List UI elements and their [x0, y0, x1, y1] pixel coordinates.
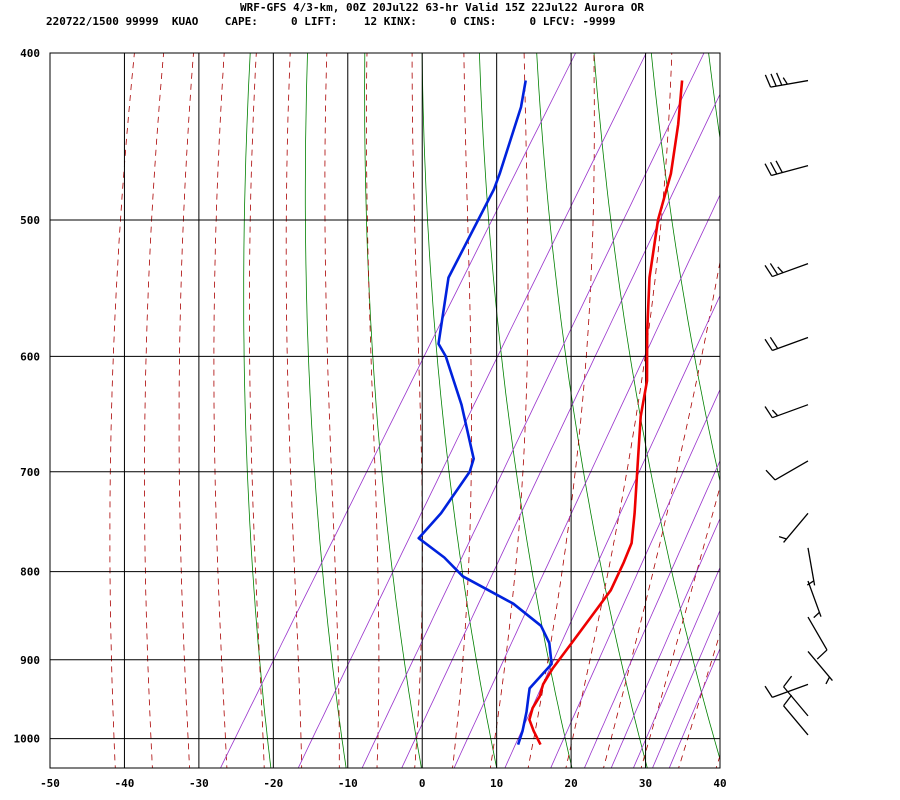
- y-tick-label: 700: [20, 466, 40, 479]
- dry-adiabat: [817, 15, 900, 783]
- wind-barbs: [764, 72, 833, 736]
- background-lines: [109, 15, 900, 783]
- moist-adiabat: [565, 53, 673, 768]
- moist-adiabat: [452, 53, 472, 768]
- moist-adiabat: [213, 53, 228, 768]
- x-tick-label: 20: [564, 777, 577, 790]
- dry-adiabat: [593, 53, 720, 761]
- x-tick-label: -40: [115, 777, 135, 790]
- tick-labels: -50 -40 -30 -20 -10 0 10 20 30 40 400 500 600 700 800 9…: [14, 47, 727, 790]
- mixing-ratio-line: [632, 566, 720, 768]
- dry-adiabat: [874, 15, 900, 783]
- wind-barb: [807, 616, 828, 660]
- mixing-ratio-line: [361, 53, 705, 768]
- y-tick-label: 400: [20, 47, 40, 60]
- wind-barb: [778, 512, 809, 543]
- mixing-ratio-line: [583, 459, 720, 768]
- wind-barb: [783, 675, 809, 717]
- wind-barb: [806, 547, 816, 586]
- mixing-ratio-line: [652, 609, 720, 768]
- temperature-profile: [528, 80, 684, 746]
- dry-adiabat: [650, 53, 720, 483]
- station-stats: 220722/1500 99999 KUAO CAPE: 0 LIFT: 12 …: [46, 15, 616, 28]
- dry-adiabat: [478, 53, 573, 768]
- moist-adiabat: [178, 53, 194, 768]
- mixing-ratio-line: [550, 388, 720, 768]
- dry-adiabat: [304, 53, 347, 768]
- wind-barb: [807, 580, 822, 619]
- wind-barb: [783, 694, 809, 736]
- chart-title: WRF-GFS 4/3-km, 00Z 20Jul22 63-hr Valid …: [240, 1, 644, 14]
- wind-barb: [764, 262, 809, 278]
- moist-adiabat: [366, 53, 380, 768]
- moist-adiabat: [248, 53, 265, 768]
- x-tick-label: 30: [639, 777, 652, 790]
- x-tick-label: 0: [419, 777, 426, 790]
- x-tick-label: -10: [338, 777, 358, 790]
- y-tick-label: 1000: [14, 733, 41, 746]
- grid-lines: [50, 53, 721, 768]
- dry-adiabat: [364, 53, 422, 768]
- dry-adiabat: [536, 53, 648, 768]
- moist-adiabat: [489, 53, 529, 768]
- dry-adiabat: [243, 53, 272, 768]
- moist-adiabat: [324, 53, 340, 768]
- plot-frame: [49, 52, 721, 769]
- x-tick-label: -50: [40, 777, 60, 790]
- x-tick-label: 10: [490, 777, 503, 790]
- moist-adiabat: [109, 53, 135, 768]
- mixing-ratio-line: [401, 93, 720, 768]
- y-tick-label: 600: [20, 350, 40, 363]
- y-tick-label: 900: [20, 654, 40, 667]
- wind-barb: [807, 651, 833, 685]
- x-tick-label: -30: [189, 777, 209, 790]
- wind-barb: [764, 404, 809, 419]
- wind-barb: [765, 460, 809, 481]
- mixing-ratio-line: [453, 193, 720, 768]
- x-tick-label: -20: [263, 777, 283, 790]
- profile-series: [417, 80, 684, 746]
- mixing-ratio-line: [504, 294, 720, 768]
- moist-adiabat: [603, 259, 720, 768]
- mixing-ratio-line: [668, 647, 720, 768]
- wind-barb: [764, 336, 809, 352]
- wind-barb: [764, 683, 809, 698]
- mixing-ratio-line: [610, 517, 720, 768]
- mixing-ratio-line: [297, 53, 647, 768]
- y-tick-label: 500: [20, 214, 40, 227]
- moist-adiabat: [285, 53, 303, 768]
- moist-adiabat: [678, 632, 720, 768]
- wind-barb: [764, 160, 809, 177]
- moist-adiabat: [411, 53, 423, 768]
- y-tick-label: 800: [20, 566, 40, 579]
- moist-adiabat: [715, 754, 720, 768]
- x-tick-label: 40: [713, 777, 726, 790]
- moist-adiabat: [527, 53, 595, 768]
- moist-adiabat: [640, 485, 720, 768]
- dry-adiabat: [421, 53, 498, 768]
- wind-barb: [764, 72, 809, 88]
- dry-adiabat: [708, 53, 720, 142]
- dry-adiabat: [761, 15, 900, 783]
- moist-adiabat: [144, 53, 165, 768]
- dewpoint-profile: [417, 80, 553, 746]
